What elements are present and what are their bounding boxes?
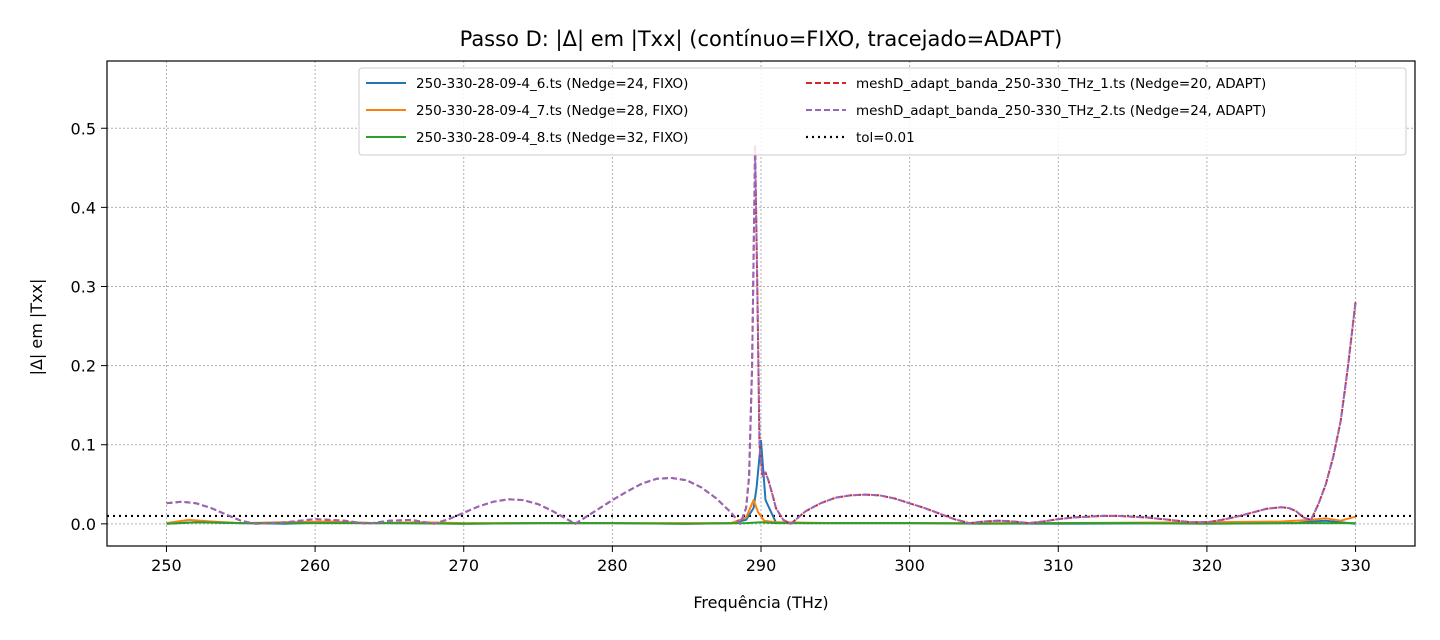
legend-label: meshD_adapt_banda_250-330_THz_2.ts (Nedg… [856,103,1266,119]
legend-label: 250-330-28-09-4_6.ts (Nedge=24, FIXO) [416,76,688,92]
y-axis-label: |Δ| em |Txx| [27,279,46,376]
legend: 250-330-28-09-4_6.ts (Nedge=24, FIXO) 250… [358,67,1407,156]
y-tick-label: 0.1 [71,436,96,455]
x-tick-label: 260 [300,556,331,575]
x-tick-label: 250 [151,556,182,575]
legend-label: 250-330-28-09-4_8.ts (Nedge=32, FIXO) [416,130,688,146]
series-line-2 [166,499,1356,525]
y-axis-ticks: 0.0 0.1 0.2 0.3 0.4 0.5 [71,119,107,534]
series-lines [166,143,1357,525]
x-tick-label: 290 [746,556,777,575]
legend-label: meshD_adapt_banda_250-330_THz_1.ts (Nedg… [856,76,1266,92]
series-line-3 [166,521,1356,525]
x-tick-label: 330 [1340,556,1371,575]
x-tick-label: 280 [597,556,628,575]
legend-label: tol=0.01 [856,130,915,146]
y-tick-label: 0.5 [71,119,96,138]
x-tick-label: 300 [894,556,925,575]
y-tick-label: 0.3 [71,277,96,296]
x-axis-ticks: 250 260 270 280 290 300 310 320 330 [151,546,1371,575]
y-tick-label: 0.2 [71,357,96,376]
x-tick-label: 310 [1043,556,1074,575]
legend-label: 250-330-28-09-4_7.ts (Nedge=28, FIXO) [416,103,688,119]
x-tick-label: 270 [448,556,479,575]
y-tick-label: 0.4 [71,198,96,217]
x-tick-label: 320 [1192,556,1223,575]
series-line-5 [166,151,1357,525]
legend-box [358,67,1407,156]
chart-title: Passo D: |Δ| em |Txx| (contínuo=FIXO, tr… [460,27,1063,52]
y-tick-label: 0.0 [71,515,96,534]
x-axis-label: Frequência (THz) [693,593,828,612]
